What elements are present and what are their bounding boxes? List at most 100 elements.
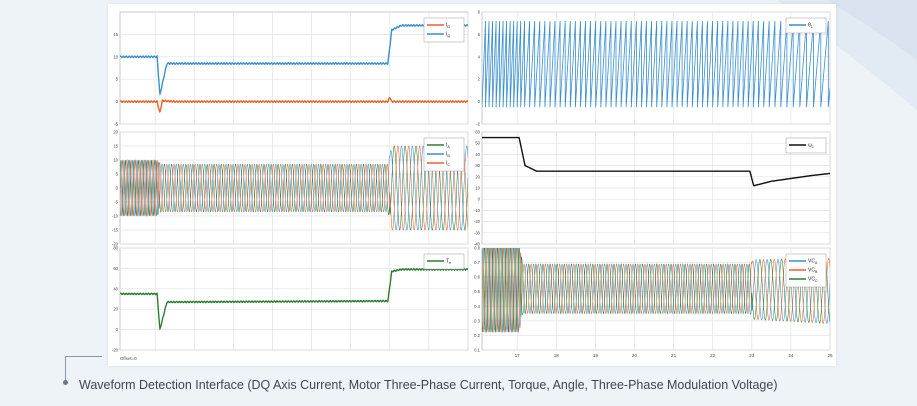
x-tick-label: 24 <box>788 353 794 358</box>
y-tick-label: 0.3 <box>474 318 480 323</box>
legend: VCA VCB VCC <box>785 253 827 288</box>
series-vc-b-line <box>482 248 830 333</box>
legend-label: IA <box>446 143 450 150</box>
y-tick-label: 0 <box>116 99 119 104</box>
x-tick-label: 23 <box>749 353 755 358</box>
y-tick-label: -20 <box>112 348 119 353</box>
y-tick-label: 20 <box>113 307 118 312</box>
series-vc-a-line <box>482 248 830 333</box>
y-tick-label: -20 <box>112 242 119 247</box>
y-tick-label: 40 <box>475 152 480 157</box>
y-tick-label: 0.4 <box>474 304 480 309</box>
y-tick-label: 10 <box>113 54 118 59</box>
y-tick-label: 50 <box>475 141 480 146</box>
y-tick-label: 0.5 <box>474 289 480 294</box>
y-tick-label: 8 <box>478 10 481 15</box>
legend-label: ω1 <box>808 143 814 150</box>
chart-3: -20 -15 -10 -5 0 5 10 15 20 IA IB IC <box>112 130 469 247</box>
legend-label: IC <box>446 161 450 168</box>
y-tick-label: -10 <box>112 214 119 219</box>
y-tick-label: 60 <box>475 130 480 135</box>
background-swoosh <box>777 0 917 110</box>
plot-area <box>120 145 468 231</box>
y-tick-label: -5 <box>114 200 118 205</box>
y-tick-label: -5 <box>114 122 118 127</box>
y-tick-label: 0 <box>478 99 481 104</box>
series-θ-1-line <box>482 20 830 108</box>
x-tick-label: 25 <box>827 353 833 358</box>
chart-2: -2 0 2 4 6 8 θ1 <box>476 10 831 127</box>
y-tick-label: 4 <box>478 54 481 59</box>
y-tick-label: 30 <box>475 163 480 168</box>
y-tick-label: 0 <box>116 327 119 332</box>
y-tick-label: -20 <box>474 219 481 224</box>
y-tick-label: 80 <box>113 246 118 251</box>
x-tick-label: 17 <box>515 353 521 358</box>
y-tick-label: -10 <box>474 208 481 213</box>
y-tick-label: 20 <box>113 130 118 135</box>
y-tick-label: -15 <box>112 228 119 233</box>
legend-label: ID <box>446 23 450 30</box>
offset-label: Offset=0 <box>120 356 137 361</box>
chart-1: -5 0 5 10 15 ID IQ <box>113 11 469 127</box>
series-i-a-line <box>120 145 468 231</box>
legend: IA IB IC <box>423 137 465 172</box>
plot-area <box>482 136 830 187</box>
y-tick-label: 5 <box>116 77 119 82</box>
y-tick-label: 2 <box>478 77 481 82</box>
series-i-q-line <box>120 24 468 97</box>
y-tick-label: 0.7 <box>474 260 480 265</box>
y-tick-label: 5 <box>116 172 119 177</box>
legend-label: Te <box>446 259 451 266</box>
x-tick-label: 21 <box>671 353 677 358</box>
y-tick-label: 10 <box>113 158 118 163</box>
y-tick-label: 0.6 <box>474 275 480 280</box>
y-tick-label: 0.1 <box>474 348 480 353</box>
chart-6: 0.1 0.2 0.3 0.4 0.5 0.6 0.7 0.8 17 18 19 20 21 22 23 24… <box>474 246 833 359</box>
plot-area <box>482 20 830 108</box>
series-i-d-line <box>120 96 468 113</box>
legend-label: VCA <box>808 259 818 266</box>
x-tick-label: 20 <box>632 353 638 358</box>
y-tick-label: -40 <box>474 242 481 247</box>
y-tick-label: 20 <box>475 174 480 179</box>
legend-box <box>423 17 465 43</box>
legend-label: VCB <box>808 268 818 275</box>
plot-area <box>120 267 468 331</box>
y-tick-label: -30 <box>474 230 481 235</box>
legend: θ1 <box>785 17 827 34</box>
y-tick-label: 0.2 <box>474 333 480 338</box>
y-tick-label: -2 <box>476 122 480 127</box>
legend-label: IQ <box>446 32 450 39</box>
y-tick-label: 10 <box>475 186 480 191</box>
y-tick-label: 6 <box>478 32 481 37</box>
scope-svg: -5051015IDIQ-202468θ1-20-15-10-505101520… <box>112 10 833 362</box>
legend: Te <box>423 253 465 270</box>
chart-5: -20 0 20 40 60 80 Te <box>112 246 469 353</box>
legend-label: θ1 <box>808 23 813 30</box>
y-tick-label: 40 <box>113 286 118 291</box>
plot-frame <box>119 11 469 125</box>
y-tick-label: 15 <box>113 144 118 149</box>
y-tick-label: 15 <box>113 32 118 37</box>
legend: ω1 <box>785 137 827 154</box>
y-tick-label: 0 <box>478 197 481 202</box>
x-tick-label: 22 <box>710 353 716 358</box>
legend-label: IB <box>446 152 450 159</box>
y-tick-label: 60 <box>113 266 118 271</box>
series-t-e-line <box>120 267 468 331</box>
y-tick-label: 0 <box>116 186 119 191</box>
series-i-b-line <box>120 145 468 231</box>
series-vc-c-line <box>482 248 830 333</box>
plot-area <box>482 248 830 333</box>
plot-frame <box>119 247 469 351</box>
caption-bullet <box>63 380 68 385</box>
x-tick-label: 18 <box>554 353 560 358</box>
x-tick-label: 19 <box>593 353 599 358</box>
y-tick-label: 0.8 <box>474 246 480 251</box>
series-ω-1-line <box>482 136 830 187</box>
legend: ID IQ <box>423 17 465 43</box>
series-i-c-line <box>120 145 468 231</box>
legend-label: VCC <box>808 277 818 284</box>
chart-4: -40 -30 -20 -10 0 10 20 30 40 50 60 ω1 <box>474 130 831 247</box>
